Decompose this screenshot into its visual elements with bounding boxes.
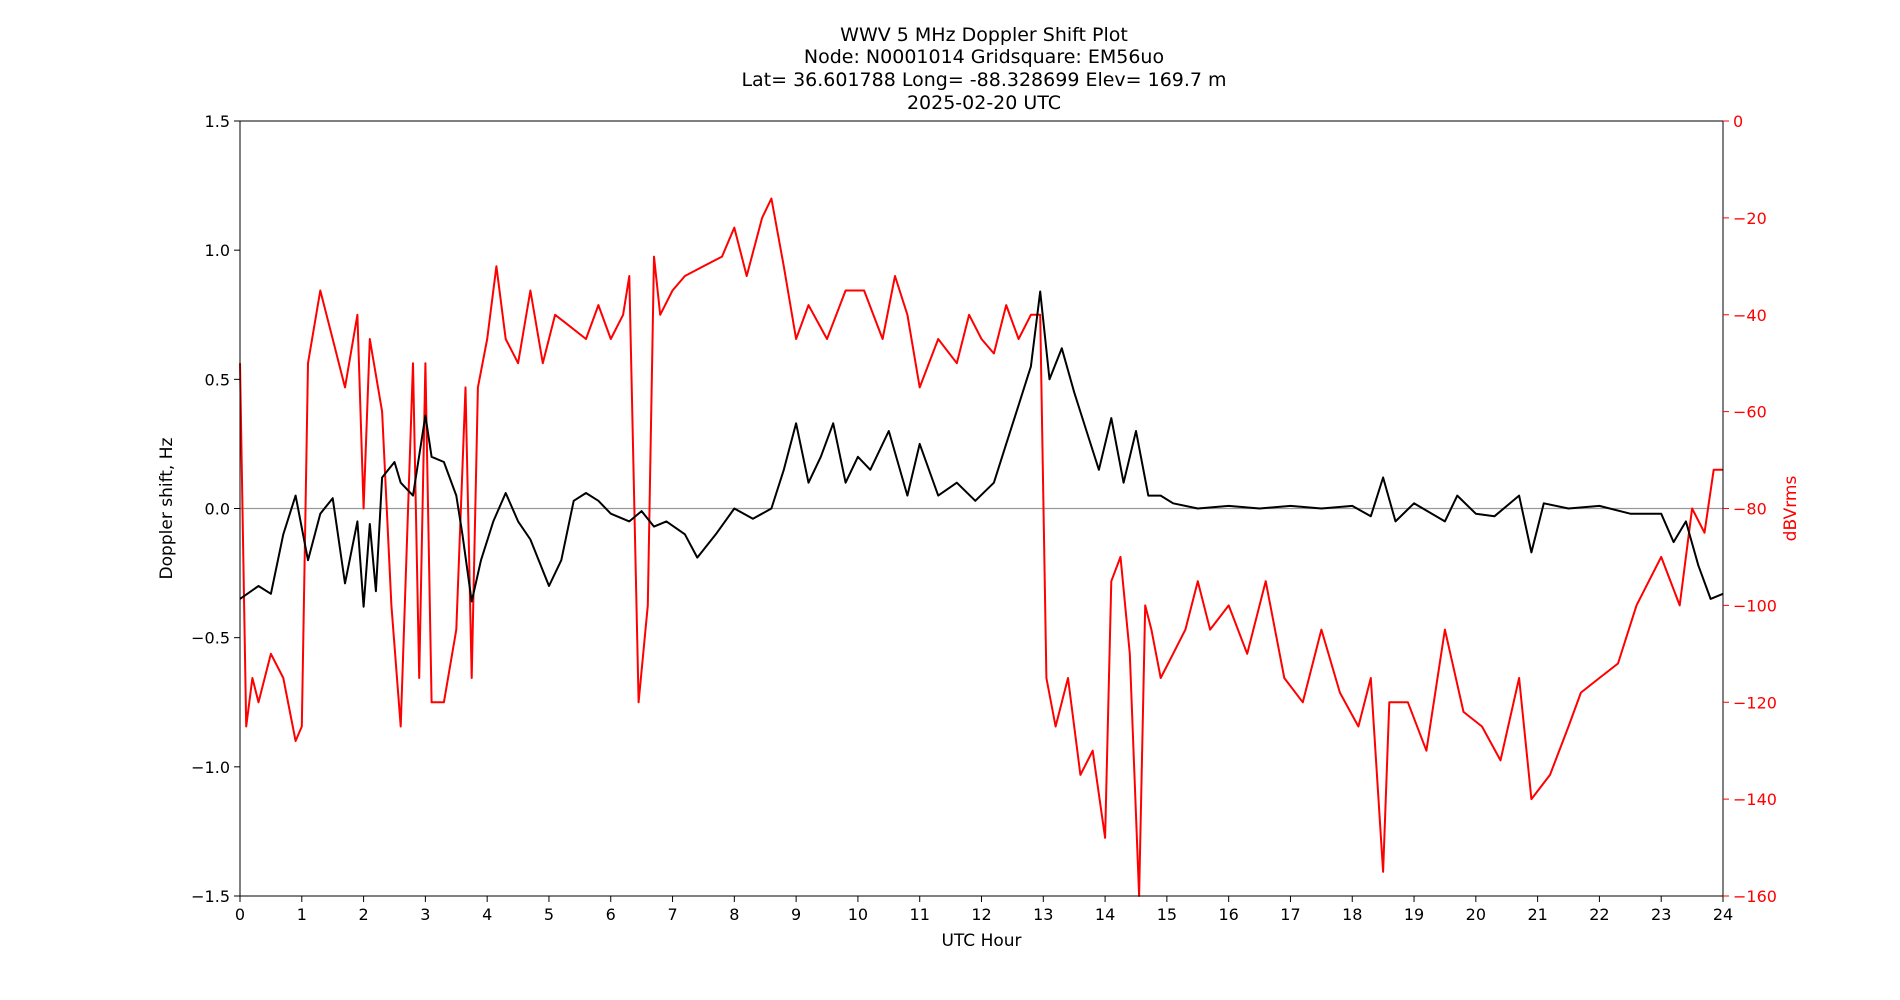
x-tick-label: 1 (297, 905, 307, 924)
title-line-1: WWV 5 MHz Doppler Shift Plot (840, 24, 1128, 46)
x-tick-label: 3 (420, 905, 430, 924)
x-tick-label: 7 (667, 905, 677, 924)
x-tick-label: 17 (1280, 905, 1300, 924)
title-line-4: 2025-02-20 UTC (907, 92, 1061, 114)
right-y-axis: 0 −20 −40 −60 −80 −100 −120 −140 −160 (1723, 112, 1777, 906)
right-y-tick-label: 0 (1733, 112, 1743, 131)
x-axis-label: UTC Hour (941, 931, 1021, 951)
signal-level-line (239, 197, 1723, 897)
x-tick-label: 5 (544, 905, 554, 924)
right-y-tick-label: −100 (1733, 596, 1777, 615)
right-y-tick-label: −120 (1733, 693, 1777, 712)
right-y-tick-label: −80 (1733, 500, 1767, 519)
x-tick-label: 18 (1342, 905, 1362, 924)
x-tick-label: 19 (1404, 905, 1424, 924)
x-tick-label: 24 (1713, 905, 1733, 924)
left-y-axis-label: Doppler shift, Hz (157, 437, 177, 579)
right-y-axis-label: dBVrms (1781, 476, 1801, 542)
x-tick-label: 0 (235, 905, 245, 924)
x-tick-label: 11 (910, 905, 930, 924)
right-y-tick-label: −160 (1733, 887, 1777, 906)
x-tick-label: 12 (971, 905, 991, 924)
x-tick-label: 10 (848, 905, 868, 924)
x-tick-label: 14 (1095, 905, 1115, 924)
left-y-tick-label: −1.0 (191, 758, 230, 777)
left-y-tick-label: −1.5 (191, 887, 230, 906)
x-tick-label: 23 (1651, 905, 1671, 924)
x-tick-label: 9 (791, 905, 801, 924)
right-y-tick-label: −140 (1733, 790, 1777, 809)
x-tick-label: 21 (1527, 905, 1547, 924)
series-layer (239, 197, 1724, 897)
left-y-tick-label: 0.5 (205, 370, 230, 389)
x-tick-label: 15 (1157, 905, 1177, 924)
x-tick-label: 22 (1589, 905, 1609, 924)
left-y-axis: 1.5 1.0 0.5 0.0 −0.5 −1.0 −1.5 (191, 112, 240, 906)
left-y-tick-label: 1.0 (205, 241, 230, 260)
right-y-tick-label: −60 (1733, 403, 1767, 422)
right-y-tick-label: −40 (1733, 306, 1767, 325)
title-line-2: Node: N0001014 Gridsquare: EM56uo (804, 46, 1164, 68)
x-tick-label: 2 (358, 905, 368, 924)
x-tick-label: 13 (1033, 905, 1053, 924)
chart-title: WWV 5 MHz Doppler Shift Plot Node: N0001… (741, 24, 1226, 114)
left-y-tick-label: 1.5 (205, 112, 230, 131)
left-y-tick-label: −0.5 (191, 629, 230, 648)
x-axis: 0 1 2 3 4 5 6 7 8 9 10 11 12 13 14 15 16 17 18 19 20 21 22 23 24 (235, 896, 1733, 924)
x-tick-label: 6 (606, 905, 616, 924)
x-tick-label: 4 (482, 905, 492, 924)
x-tick-label: 8 (729, 905, 739, 924)
left-y-tick-label: 0.0 (205, 500, 230, 519)
right-y-tick-label: −20 (1733, 209, 1767, 228)
x-tick-label: 16 (1218, 905, 1238, 924)
doppler-shift-line (239, 290, 1724, 608)
title-line-3: Lat= 36.601788 Long= -88.328699 Elev= 16… (741, 69, 1226, 91)
x-tick-label: 20 (1466, 905, 1486, 924)
